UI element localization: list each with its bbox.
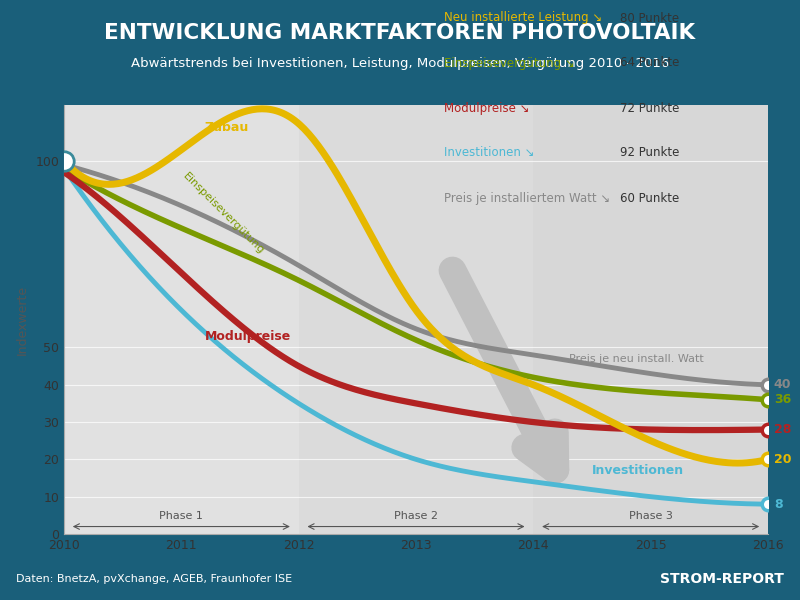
Text: Einspeisevergütung ↘: Einspeisevergütung ↘ <box>444 56 578 70</box>
Text: Modulpreise: Modulpreise <box>205 330 291 343</box>
Text: 40: 40 <box>774 378 791 391</box>
Text: Abwärtstrends bei Investitionen, Leistung, Modulpreisen, Vergütung 2010 - 2016: Abwärtstrends bei Investitionen, Leistun… <box>131 56 669 70</box>
Bar <box>298 105 534 534</box>
Text: Daten: BnetzA, pvXchange, AGEB, Fraunhofer ISE: Daten: BnetzA, pvXchange, AGEB, Fraunhof… <box>16 574 292 584</box>
Text: 8: 8 <box>774 497 782 511</box>
Y-axis label: Indexwerte: Indexwerte <box>15 284 28 355</box>
Bar <box>534 105 768 534</box>
Text: 92 Punkte: 92 Punkte <box>620 146 679 160</box>
Text: 64 Punkte: 64 Punkte <box>620 56 679 70</box>
Text: 60 Punkte: 60 Punkte <box>620 191 679 205</box>
Text: Phase 2: Phase 2 <box>394 511 438 521</box>
Text: 36: 36 <box>774 393 791 406</box>
Text: Phase 3: Phase 3 <box>629 511 673 521</box>
Text: STROM-REPORT: STROM-REPORT <box>660 572 784 586</box>
Text: Phase 1: Phase 1 <box>159 511 203 521</box>
Text: Investitionen ↘: Investitionen ↘ <box>444 146 538 160</box>
Text: Zubau: Zubau <box>205 121 249 134</box>
Text: 72 Punkte: 72 Punkte <box>620 101 679 115</box>
Bar <box>64 105 298 534</box>
Text: Investitionen: Investitionen <box>592 464 684 478</box>
Text: ENTWICKLUNG MARKTFAKTOREN PHOTOVOLTAIK: ENTWICKLUNG MARKTFAKTOREN PHOTOVOLTAIK <box>105 23 695 43</box>
Text: Preis je neu install. Watt: Preis je neu install. Watt <box>569 355 703 364</box>
Text: 80 Punkte: 80 Punkte <box>620 11 679 25</box>
Text: 20: 20 <box>774 453 791 466</box>
Text: 28: 28 <box>774 423 791 436</box>
Text: Preis je installiertem Watt ↘: Preis je installiertem Watt ↘ <box>444 191 614 205</box>
Text: Neu installierte Leistung ↘: Neu installierte Leistung ↘ <box>444 11 606 25</box>
Text: Einspeisevergütung: Einspeisevergütung <box>182 171 266 256</box>
Text: Modulpreise ↘: Modulpreise ↘ <box>444 101 534 115</box>
